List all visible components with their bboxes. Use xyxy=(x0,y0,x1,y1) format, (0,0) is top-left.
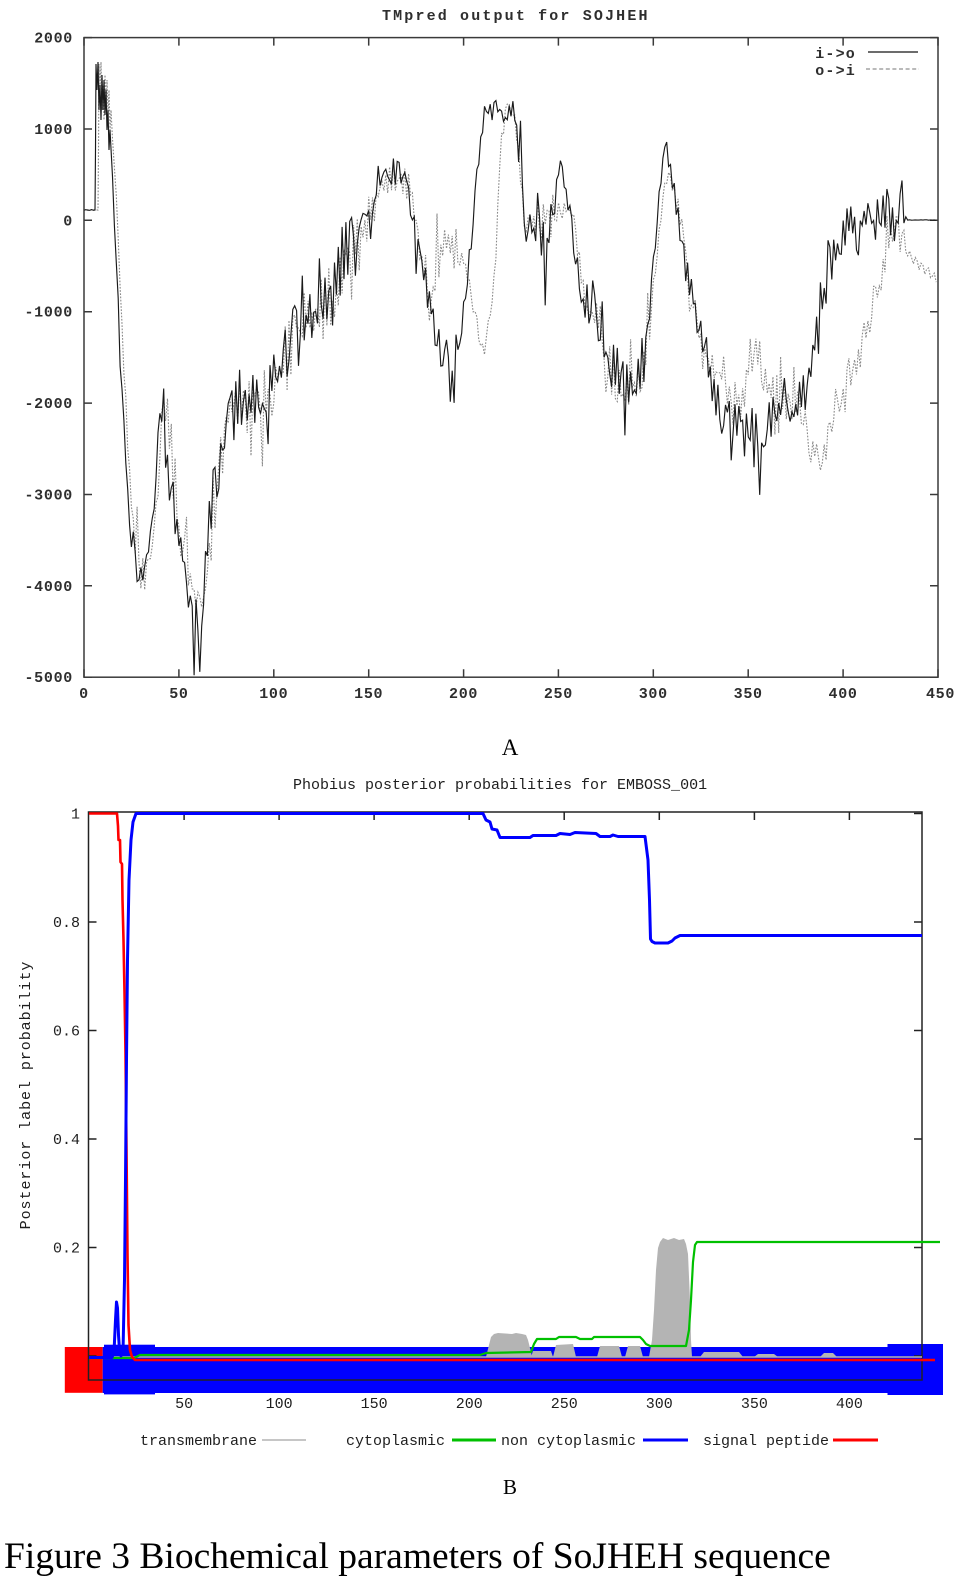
svg-text:-1000: -1000 xyxy=(24,305,73,322)
svg-text:-3000: -3000 xyxy=(24,488,73,505)
svg-text:B: B xyxy=(503,1475,517,1499)
svg-text:cytoplasmic: cytoplasmic xyxy=(346,1433,445,1450)
svg-text:200: 200 xyxy=(456,1396,483,1413)
svg-text:300: 300 xyxy=(639,686,668,703)
svg-text:250: 250 xyxy=(544,686,573,703)
svg-text:Posterior label probability: Posterior label probability xyxy=(18,961,35,1230)
svg-text:i->o: i->o xyxy=(815,46,856,63)
svg-text:TMpred output for SOJHEH: TMpred output for SOJHEH xyxy=(382,8,650,25)
svg-text:Figure 3 Biochemical parameter: Figure 3 Biochemical parameters of SoJHE… xyxy=(4,1536,831,1577)
svg-text:0.6: 0.6 xyxy=(53,1024,80,1041)
svg-text:100: 100 xyxy=(266,1396,293,1413)
svg-text:350: 350 xyxy=(734,686,763,703)
svg-text:1000: 1000 xyxy=(34,122,73,139)
svg-text:o->i: o->i xyxy=(815,63,856,80)
svg-text:400: 400 xyxy=(836,1396,863,1413)
svg-text:250: 250 xyxy=(551,1396,578,1413)
svg-text:signal peptide: signal peptide xyxy=(703,1433,829,1450)
svg-text:0.8: 0.8 xyxy=(53,915,80,932)
svg-text:50: 50 xyxy=(175,1396,193,1413)
svg-text:300: 300 xyxy=(646,1396,673,1413)
svg-text:non cytoplasmic: non cytoplasmic xyxy=(501,1433,636,1450)
svg-text:transmembrane: transmembrane xyxy=(140,1433,257,1450)
svg-text:0.2: 0.2 xyxy=(53,1241,80,1258)
svg-text:50: 50 xyxy=(169,686,188,703)
svg-text:350: 350 xyxy=(741,1396,768,1413)
svg-text:150: 150 xyxy=(354,686,383,703)
svg-text:0: 0 xyxy=(63,213,73,230)
svg-text:-2000: -2000 xyxy=(24,396,73,413)
svg-text:2000: 2000 xyxy=(34,31,73,48)
svg-text:1: 1 xyxy=(71,807,80,824)
svg-text:0: 0 xyxy=(79,686,89,703)
svg-text:400: 400 xyxy=(829,686,858,703)
svg-text:100: 100 xyxy=(259,686,288,703)
svg-text:450: 450 xyxy=(926,686,955,703)
svg-text:Phobius posterior probabilitie: Phobius posterior probabilities for EMBO… xyxy=(293,777,707,794)
svg-text:200: 200 xyxy=(449,686,478,703)
svg-text:A: A xyxy=(502,735,519,760)
svg-text:-5000: -5000 xyxy=(24,670,73,687)
svg-text:-4000: -4000 xyxy=(24,579,73,596)
svg-text:0.4: 0.4 xyxy=(53,1132,80,1149)
svg-text:150: 150 xyxy=(361,1396,388,1413)
